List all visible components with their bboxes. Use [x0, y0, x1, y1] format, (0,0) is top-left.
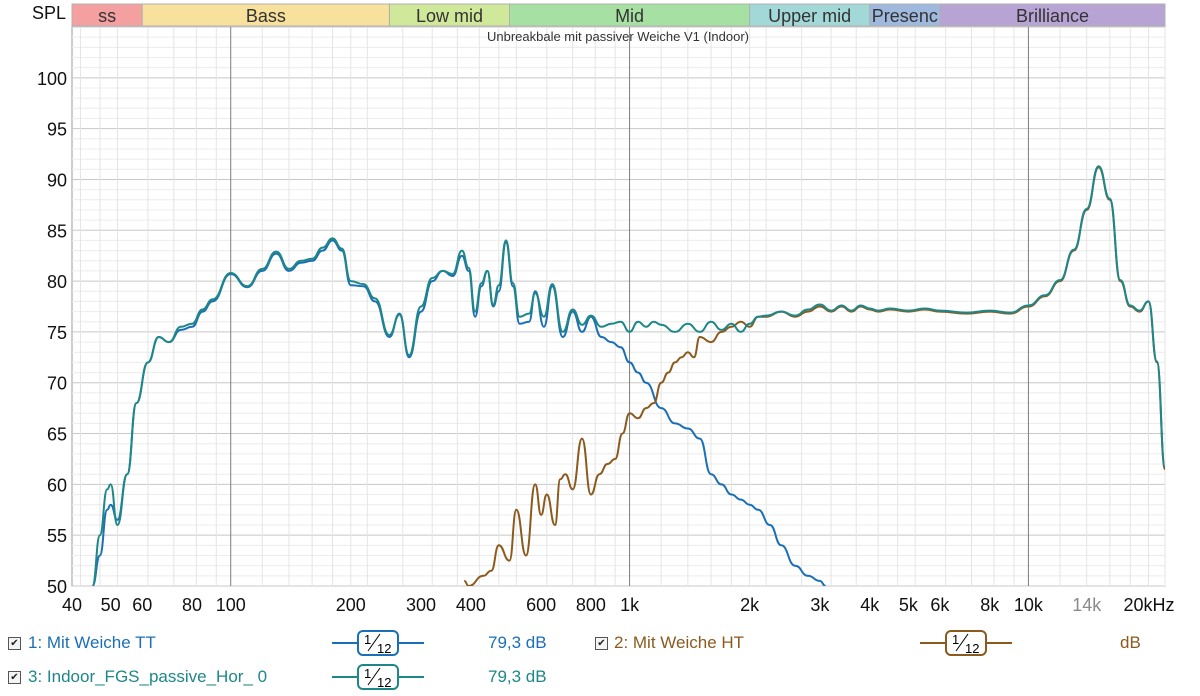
y-tick-label: 70 [47, 374, 67, 394]
band-label: Upper mid [768, 6, 851, 26]
x-tick-label: 5k [899, 595, 919, 615]
y-tick-label: 65 [47, 425, 67, 445]
legend-item-2[interactable]: ✔ 2: Mit Weiche HT 1 12 dB [0, 628, 1200, 658]
x-tick-label: 50 [101, 595, 121, 615]
legend-series-name: 1: Mit Weiche TT [28, 633, 156, 652]
legend-item-1[interactable]: ✔ 1: Mit Weiche TT 1 12 79,3 dB [0, 628, 1200, 658]
band-upper-mid: Upper mid [749, 3, 871, 27]
smoothing-numerator: 1 [952, 632, 959, 647]
y-tick-label: 85 [47, 221, 67, 241]
x-tick-label: 200 [336, 595, 366, 615]
legend-series-name: 3: Indoor_FGS_passive_Hor_ 0 [28, 667, 268, 686]
x-tick-label: 14k [1072, 595, 1102, 615]
smoothing-numerator: 1 [364, 666, 371, 681]
smoothing-denominator: 12 [377, 641, 391, 656]
x-tick-label: 400 [456, 595, 486, 615]
band-label: Mid [615, 6, 644, 26]
frequency-bands: ss Bass Low mid Mid Upper mid Presenc Brillian… [71, 3, 1166, 27]
x-tick-label: 40 [62, 595, 82, 615]
band-low-mid: Low mid [388, 3, 511, 27]
smoothing-numerator: 1 [364, 632, 371, 647]
band-presence: Presenc [869, 3, 941, 27]
y-axis-ticks: 50 55 60 65 70 75 80 85 90 95 100 [37, 69, 67, 597]
grid-lines [72, 26, 1166, 587]
x-tick-label: 300 [406, 595, 436, 615]
x-tick-label: 8k [980, 595, 1000, 615]
band-mid: Mid [509, 3, 751, 27]
chart-title: Unbreakbale mit passiver Weiche V1 (Indo… [487, 29, 749, 44]
x-tick-label: 1k [620, 595, 640, 615]
legend-series-name: 2: Mit Weiche HT [614, 633, 745, 652]
x-tick-label: 80 [182, 595, 202, 615]
x-tick-label: 2k [740, 595, 760, 615]
x-axis-ticks: 40 50 60 80 100 200 300 400 600 800 1k 2k 3k 4k 5k 6k 8k… [62, 595, 1175, 615]
smoothing-indicator[interactable]: 1 12 [332, 662, 424, 692]
band-brilliance: Brilliance [939, 3, 1166, 27]
y-tick-label: 60 [47, 475, 67, 495]
band-label: Presenc [872, 6, 938, 26]
smoothing-denominator: 12 [377, 675, 391, 690]
series-line-3 [91, 165, 1165, 586]
frequency-response-chart[interactable]: ss Bass Low mid Mid Upper mid Presenc Brillian… [0, 0, 1200, 624]
y-tick-label: 55 [47, 526, 67, 546]
checkbox-icon[interactable]: ✔ [595, 637, 608, 650]
y-tick-label: 50 [47, 577, 67, 597]
legend-value: dB [1120, 633, 1141, 652]
y-axis-label: SPL [32, 3, 66, 23]
x-tick-label: 6k [930, 595, 950, 615]
band-bass: Bass [141, 3, 390, 27]
x-tick-label: 800 [576, 595, 606, 615]
band-label: ss [98, 6, 116, 26]
checkbox-icon[interactable]: ✔ [8, 637, 21, 650]
smoothing-indicator[interactable]: 1 12 [920, 628, 1012, 658]
legend-item-3[interactable]: ✔ 3: Indoor_FGS_passive_Hor_ 0 1 12 79,3… [0, 662, 1200, 692]
y-tick-label: 75 [47, 323, 67, 343]
band-label: Brilliance [1016, 6, 1089, 26]
checkbox-icon[interactable]: ✔ [8, 671, 21, 684]
x-tick-label: 10k [1014, 595, 1044, 615]
plot-area[interactable] [71, 26, 1166, 587]
band-sub-bass: ss [71, 3, 143, 27]
y-tick-label: 100 [37, 69, 67, 89]
y-tick-label: 80 [47, 272, 67, 292]
x-tick-label: 20kHz [1123, 595, 1174, 615]
x-tick-label: 4k [860, 595, 880, 615]
legend-value: 79,3 dB [488, 633, 547, 652]
x-tick-label: 600 [526, 595, 556, 615]
smoothing-indicator[interactable]: 1 12 [332, 628, 424, 658]
y-tick-label: 95 [47, 120, 67, 140]
series-lines [91, 165, 1165, 586]
x-tick-label: 3k [810, 595, 830, 615]
legend-value: 79,3 dB [488, 667, 547, 686]
legend: ✔ 1: Mit Weiche TT 1 12 79,3 dB ✔ 2: Mit… [0, 624, 1200, 696]
y-tick-label: 90 [47, 170, 67, 190]
x-tick-label: 60 [132, 595, 152, 615]
band-label: Low mid [416, 6, 483, 26]
band-label: Bass [246, 6, 286, 26]
smoothing-denominator: 12 [965, 641, 979, 656]
x-tick-label: 100 [216, 595, 246, 615]
